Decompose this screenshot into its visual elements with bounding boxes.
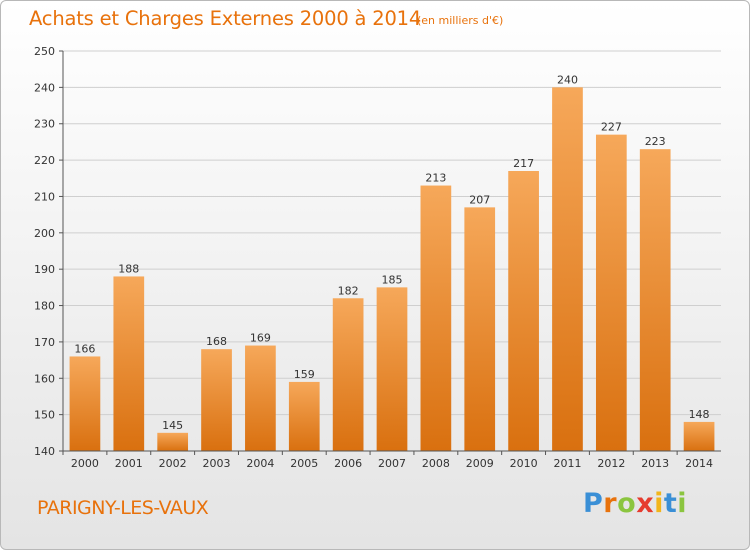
logo-letter: x bbox=[636, 488, 655, 519]
data-labels: 166 188 145 168 169 159 182 185 213 207 217 240 227 2… bbox=[74, 73, 709, 431]
value-label-2011: 240 bbox=[557, 73, 578, 86]
value-label-2001: 188 bbox=[118, 262, 139, 275]
y-tick-label: 160 bbox=[34, 372, 55, 385]
bar-2014 bbox=[683, 421, 715, 451]
bar-2011 bbox=[552, 87, 583, 451]
bar-2005 bbox=[288, 381, 320, 451]
bar-2008 bbox=[420, 185, 452, 451]
logo-letter: r bbox=[603, 488, 618, 519]
value-label-2000: 166 bbox=[74, 342, 95, 355]
y-tick-label: 170 bbox=[34, 336, 55, 349]
value-label-2002: 145 bbox=[162, 419, 183, 432]
x-tick-label-2003: 2003 bbox=[203, 457, 231, 470]
bar-2007 bbox=[376, 287, 408, 451]
x-tick-label-2013: 2013 bbox=[641, 457, 669, 470]
value-label-2009: 207 bbox=[469, 193, 490, 206]
value-label-2012: 227 bbox=[601, 121, 622, 134]
chart-unit-label: (en milliers d'€) bbox=[417, 14, 504, 27]
y-tick-label: 190 bbox=[34, 263, 55, 276]
bar-2006 bbox=[332, 298, 364, 451]
x-tick-label-2014: 2014 bbox=[685, 457, 713, 470]
value-label-2006: 182 bbox=[338, 284, 359, 297]
bars bbox=[69, 87, 715, 452]
x-tick-label-2006: 2006 bbox=[334, 457, 362, 470]
y-tick-label: 230 bbox=[34, 118, 55, 131]
value-label-2014: 148 bbox=[689, 408, 710, 421]
logo-letter: t bbox=[663, 488, 678, 519]
bar-2013 bbox=[639, 149, 671, 451]
chart-title: Achats et Charges Externes 2000 à 2014 bbox=[29, 7, 422, 30]
x-tick-label-2011: 2011 bbox=[553, 457, 581, 470]
x-tick-label-2007: 2007 bbox=[378, 457, 406, 470]
bar-2002 bbox=[157, 432, 189, 451]
y-tick-label: 220 bbox=[34, 154, 55, 167]
proxiti-logo: Proxiti bbox=[583, 488, 687, 519]
y-tick-label: 210 bbox=[34, 190, 55, 203]
value-label-2010: 217 bbox=[513, 157, 534, 170]
y-tick-label: 200 bbox=[34, 227, 55, 240]
value-label-2013: 223 bbox=[645, 135, 666, 148]
value-label-2007: 185 bbox=[382, 273, 403, 286]
bar-2010 bbox=[508, 171, 539, 451]
value-label-2003: 168 bbox=[206, 335, 227, 348]
x-tick-label-2009: 2009 bbox=[466, 457, 494, 470]
logo-letter: P bbox=[583, 488, 604, 519]
bar-2000 bbox=[69, 356, 101, 451]
bar-2001 bbox=[113, 276, 145, 451]
x-tick-label-2001: 2001 bbox=[115, 457, 143, 470]
logo-letter: o bbox=[617, 488, 637, 519]
bar-2004 bbox=[245, 345, 276, 451]
value-label-2008: 213 bbox=[425, 172, 446, 185]
x-tick-label-2002: 2002 bbox=[159, 457, 187, 470]
x-tick-label-2005: 2005 bbox=[290, 457, 318, 470]
y-tick-label: 150 bbox=[34, 409, 55, 422]
value-label-2004: 169 bbox=[250, 332, 271, 345]
y-tick-label: 140 bbox=[34, 445, 55, 458]
bar-2009 bbox=[464, 207, 496, 451]
y-tick-label: 250 bbox=[34, 45, 55, 58]
y-tick-label: 180 bbox=[34, 300, 55, 313]
bar-2003 bbox=[201, 349, 232, 451]
x-tick-label-2000: 2000 bbox=[71, 457, 99, 470]
y-axis: 140 150 160 170 180 190 200 210 220 230 240 250 bbox=[34, 45, 64, 458]
value-label-2005: 159 bbox=[294, 368, 315, 381]
x-tick-label-2004: 2004 bbox=[246, 457, 274, 470]
logo-letter: i bbox=[677, 488, 688, 519]
commune-name: PARIGNY-LES-VAUX bbox=[37, 497, 209, 519]
y-tick-label: 240 bbox=[34, 81, 55, 94]
x-tick-label-2008: 2008 bbox=[422, 457, 450, 470]
bar-2012 bbox=[595, 134, 627, 452]
x-tick-label-2010: 2010 bbox=[510, 457, 538, 470]
x-tick-label-2012: 2012 bbox=[597, 457, 625, 470]
logo-letter: i bbox=[654, 488, 664, 519]
x-axis: 2000 2001 2002 2003 2004 2005 2006 2007 2008 2009… bbox=[62, 450, 721, 470]
